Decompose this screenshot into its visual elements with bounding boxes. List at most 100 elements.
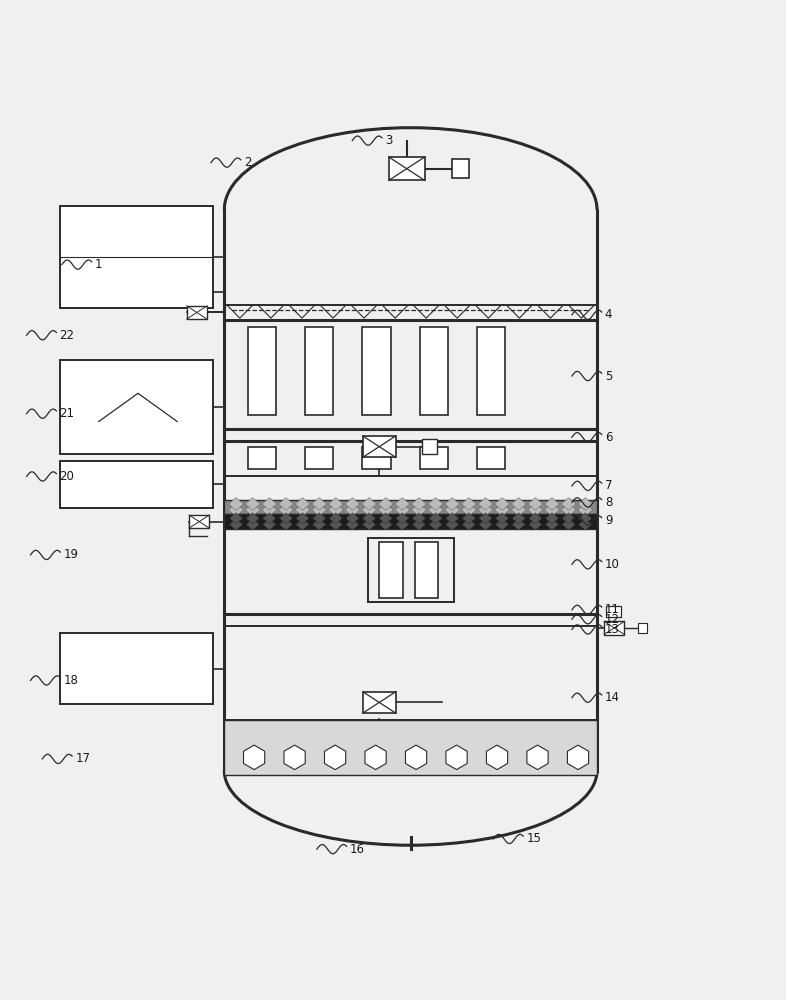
Polygon shape [395,504,410,516]
Bar [414,542,438,598]
Bar [363,436,395,457]
Polygon shape [578,498,593,510]
Polygon shape [479,519,492,530]
Polygon shape [529,519,542,530]
Bar [477,447,505,469]
Polygon shape [378,498,393,510]
Polygon shape [428,498,443,510]
Polygon shape [428,504,443,516]
Text: 4: 4 [605,308,612,321]
Polygon shape [362,504,376,516]
Polygon shape [279,513,292,524]
Polygon shape [296,519,309,530]
Polygon shape [378,504,393,516]
Polygon shape [379,513,392,524]
Polygon shape [230,519,243,530]
Bar [60,461,212,508]
Polygon shape [263,519,276,530]
Polygon shape [379,519,392,530]
Polygon shape [395,498,410,510]
Polygon shape [487,745,508,770]
Polygon shape [528,498,543,510]
Polygon shape [246,519,259,530]
Polygon shape [528,504,543,516]
Polygon shape [561,504,576,516]
Polygon shape [578,519,592,530]
Polygon shape [411,498,427,510]
Polygon shape [325,745,346,770]
Polygon shape [365,745,386,770]
Bar [452,159,469,178]
Polygon shape [561,498,576,510]
Bar [305,327,333,415]
Polygon shape [527,745,548,770]
Polygon shape [413,513,425,524]
Bar [477,327,505,415]
Polygon shape [244,745,265,770]
Polygon shape [395,519,409,530]
Polygon shape [411,504,427,516]
Polygon shape [345,498,360,510]
Bar [248,447,276,469]
Polygon shape [562,513,575,524]
Text: 1: 1 [95,258,102,271]
Polygon shape [495,513,509,524]
Bar [368,538,454,602]
Text: 16: 16 [350,843,365,856]
Text: 3: 3 [385,134,392,147]
Polygon shape [445,504,460,516]
Text: 8: 8 [605,496,612,509]
Polygon shape [245,504,260,516]
Bar [305,447,333,469]
Polygon shape [278,504,293,516]
Text: 22: 22 [60,329,75,342]
Polygon shape [395,513,409,524]
Polygon shape [313,519,326,530]
Polygon shape [446,519,459,530]
Polygon shape [229,504,244,516]
Polygon shape [461,498,476,510]
Polygon shape [346,513,359,524]
Polygon shape [295,504,310,516]
Polygon shape [279,519,292,530]
Polygon shape [511,504,527,516]
Text: 6: 6 [605,431,612,444]
Polygon shape [406,745,427,770]
Polygon shape [478,498,493,510]
Text: 13: 13 [605,623,619,636]
Bar [60,633,212,704]
Polygon shape [445,498,460,510]
Polygon shape [545,504,560,516]
Bar [60,360,212,454]
Polygon shape [512,519,525,530]
Text: 18: 18 [64,674,79,687]
Bar [224,514,597,529]
Text: 14: 14 [605,691,620,704]
Polygon shape [230,513,243,524]
Polygon shape [346,519,359,530]
Polygon shape [362,519,376,530]
Bar [420,447,448,469]
Polygon shape [284,745,305,770]
Polygon shape [262,498,277,510]
Polygon shape [329,519,343,530]
Polygon shape [362,513,376,524]
Bar [604,621,624,635]
Bar [248,327,276,415]
Polygon shape [545,519,559,530]
Polygon shape [229,498,244,510]
Polygon shape [246,513,259,524]
Polygon shape [296,513,309,524]
Text: 20: 20 [60,470,75,483]
Text: 9: 9 [605,514,612,527]
Bar [363,692,395,713]
Polygon shape [429,513,443,524]
Bar [362,327,391,415]
Polygon shape [545,498,560,510]
Polygon shape [462,519,476,530]
Polygon shape [495,519,509,530]
Polygon shape [494,504,509,516]
Polygon shape [312,504,327,516]
Polygon shape [413,519,425,530]
Polygon shape [329,513,343,524]
